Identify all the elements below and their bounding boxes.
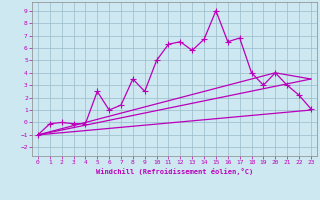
X-axis label: Windchill (Refroidissement éolien,°C): Windchill (Refroidissement éolien,°C) bbox=[96, 168, 253, 175]
